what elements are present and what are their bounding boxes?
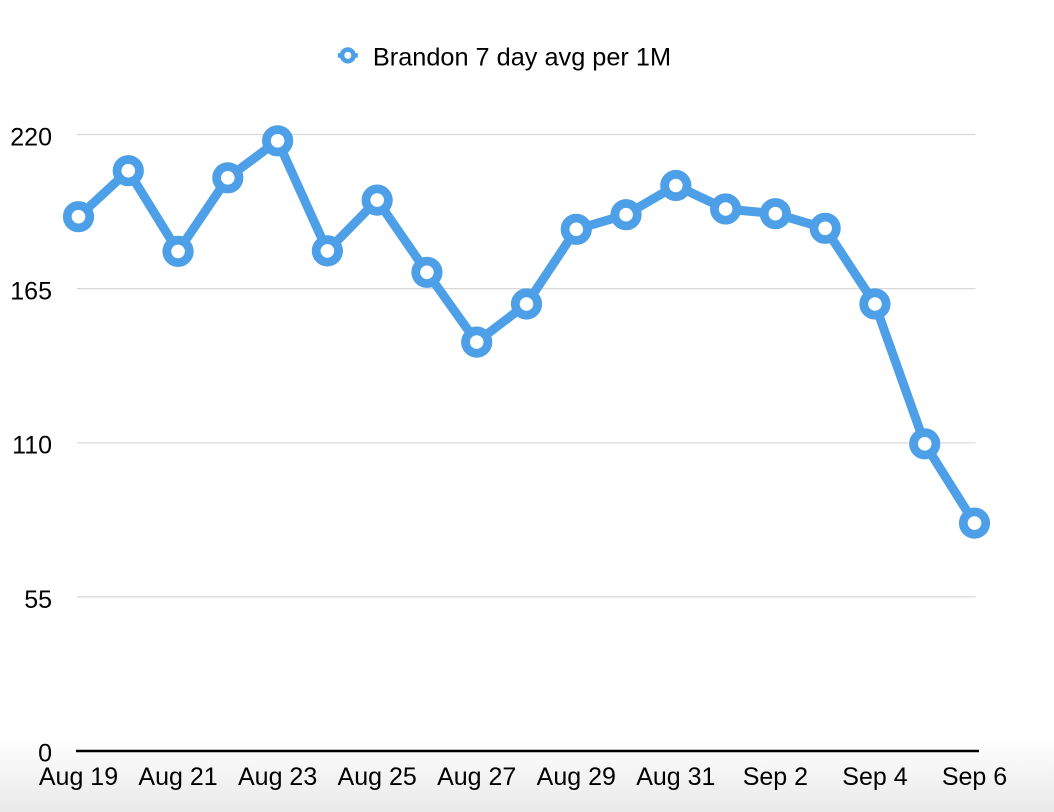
svg-text:Aug 19: Aug 19	[39, 763, 118, 791]
svg-text:0: 0	[38, 739, 52, 767]
svg-text:Aug 27: Aug 27	[437, 763, 516, 791]
svg-text:Aug 23: Aug 23	[238, 763, 317, 791]
svg-text:Sep 4: Sep 4	[842, 763, 907, 791]
svg-text:165: 165	[10, 278, 52, 306]
svg-text:Aug 25: Aug 25	[338, 763, 417, 791]
svg-text:Aug 21: Aug 21	[138, 763, 217, 791]
svg-text:110: 110	[12, 432, 52, 460]
svg-text:Aug 31: Aug 31	[636, 763, 715, 791]
svg-text:220: 220	[10, 123, 52, 151]
svg-text:Aug 29: Aug 29	[537, 763, 616, 791]
svg-text:Sep 6: Sep 6	[942, 763, 1007, 791]
svg-text:55: 55	[24, 586, 52, 614]
svg-text:Brandon 7 day avg per 1M: Brandon 7 day avg per 1M	[373, 44, 671, 72]
svg-text:Sep 2: Sep 2	[743, 763, 808, 791]
